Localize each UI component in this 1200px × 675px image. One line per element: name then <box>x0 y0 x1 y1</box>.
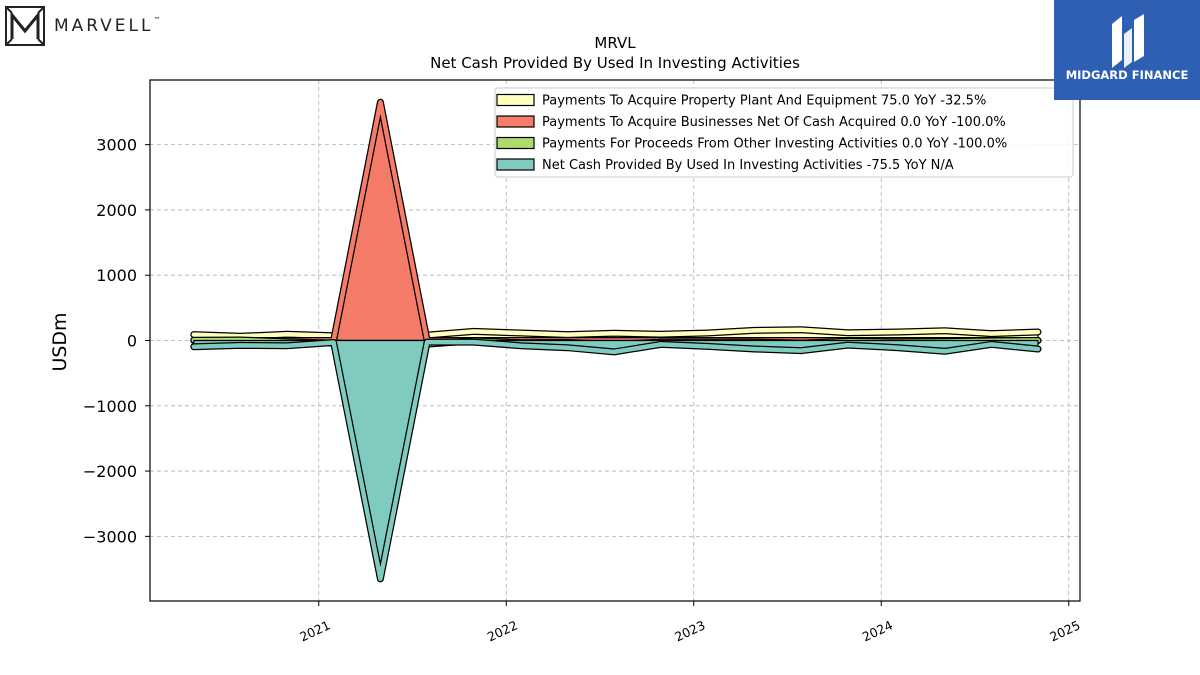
legend-label: Payments To Acquire Businesses Net Of Ca… <box>542 115 1006 130</box>
y-tick-label: −2000 <box>83 462 137 481</box>
marvell-logo-text: MARVELL™ <box>54 16 161 36</box>
legend-swatch <box>496 136 535 150</box>
series-line-outline-3 <box>190 338 1042 583</box>
x-tick-label: 2025 <box>1047 617 1082 644</box>
legend: Payments To Acquire Property Plant And E… <box>494 87 1074 178</box>
y-axis-label: USDm <box>49 312 71 371</box>
legend-label: Net Cash Provided By Used In Investing A… <box>542 158 954 173</box>
legend-label: Payments For Proceeds From Other Investi… <box>542 137 1007 152</box>
legend-swatch <box>496 93 535 107</box>
y-tick-label: 1000 <box>96 266 137 285</box>
x-tick-label: 2022 <box>485 617 520 644</box>
marvell-logo: MARVELL™ <box>4 5 161 47</box>
legend-label: Payments To Acquire Property Plant And E… <box>542 94 986 109</box>
chart-subtitle: Net Cash Provided By Used In Investing A… <box>430 54 800 72</box>
legend-swatch <box>496 158 535 171</box>
legend-frame <box>494 87 1074 178</box>
series-area-3 <box>193 339 1039 580</box>
chart-title: MRVL <box>594 34 636 52</box>
legend-swatch <box>496 115 535 128</box>
y-tick-label: 3000 <box>96 136 137 155</box>
midgard-logo-text: MIDGARD FINANCE <box>1065 68 1189 82</box>
x-tick-label: 2023 <box>672 617 707 644</box>
x-tick-label: 2021 <box>297 617 332 644</box>
marvell-logo-mark-icon <box>5 6 45 46</box>
y-tick-label: −1000 <box>83 397 137 416</box>
y-tick-label: 2000 <box>96 201 137 220</box>
midgard-logo-mark-icon <box>1112 14 1144 68</box>
y-tick-label: −3000 <box>83 527 137 546</box>
series-line-3 <box>191 339 1041 582</box>
y-tick-label: 0 <box>127 332 137 351</box>
x-tick-label: 2024 <box>860 617 895 644</box>
midgard-finance-logo: MIDGARD FINANCE <box>1054 0 1200 100</box>
